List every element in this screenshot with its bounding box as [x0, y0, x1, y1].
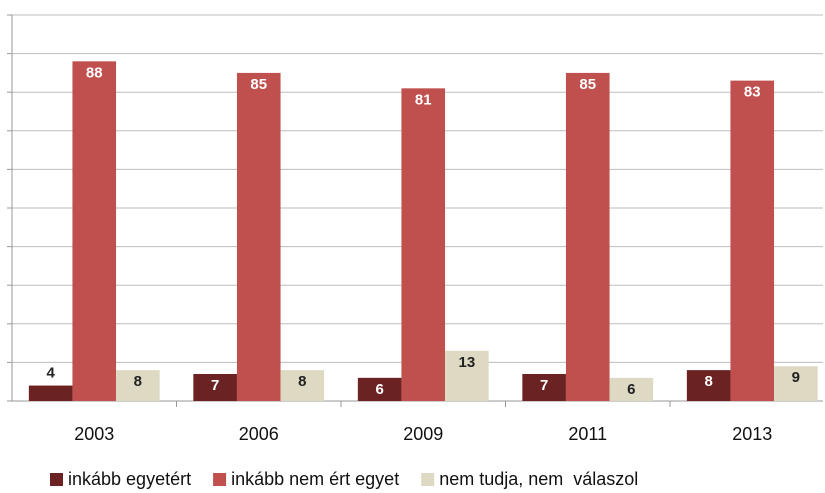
- legend-label: nem tudja, nem válaszol: [439, 469, 638, 489]
- data-label: 8: [298, 373, 306, 390]
- legend-swatch: [213, 473, 227, 486]
- bar: [72, 61, 117, 401]
- x-tick-label: 2003: [74, 424, 114, 444]
- bar: [401, 88, 446, 401]
- bar: [236, 72, 281, 402]
- data-label: 85: [250, 76, 267, 93]
- legend-swatch: [50, 473, 63, 486]
- bar: [774, 366, 818, 401]
- legend-swatch: [421, 473, 435, 486]
- bar: [193, 373, 237, 401]
- bar: [116, 370, 160, 401]
- bar: [686, 370, 731, 401]
- data-label: 85: [579, 76, 596, 93]
- bar: [522, 373, 566, 401]
- data-label: 8: [704, 373, 712, 390]
- data-label: 6: [627, 381, 635, 398]
- legend-label: inkább nem ért egyet: [231, 469, 399, 489]
- data-label: 4: [46, 365, 55, 382]
- data-label: 88: [86, 64, 103, 81]
- bar: [280, 370, 325, 401]
- x-tick-label: 2011: [568, 424, 607, 444]
- bar: [28, 385, 73, 401]
- data-label: 81: [415, 91, 432, 108]
- data-label: 8: [134, 373, 142, 390]
- data-label: 6: [375, 381, 383, 398]
- x-tick-label: 2013: [732, 424, 772, 444]
- data-label: 83: [744, 84, 761, 101]
- data-label: 7: [540, 377, 548, 394]
- bar: [730, 80, 775, 402]
- x-tick-label: 2006: [239, 424, 279, 444]
- bar: [445, 350, 489, 401]
- data-label: 9: [792, 369, 800, 386]
- legend-label: inkább egyetért: [68, 469, 191, 489]
- bar: [565, 72, 610, 402]
- x-tick-label: 2009: [403, 424, 443, 444]
- bar: [357, 377, 402, 401]
- data-label: 7: [211, 377, 219, 394]
- bar: [609, 377, 654, 401]
- data-label: 13: [459, 354, 476, 371]
